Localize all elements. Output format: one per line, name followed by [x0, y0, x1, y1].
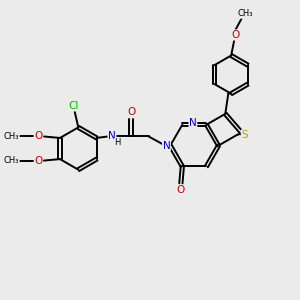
Text: CH₃: CH₃: [238, 9, 253, 18]
Text: Cl: Cl: [68, 100, 79, 111]
Text: O: O: [34, 131, 43, 142]
Text: O: O: [177, 185, 185, 195]
Text: O: O: [127, 107, 135, 117]
Text: S: S: [241, 130, 248, 140]
Text: N: N: [189, 118, 197, 128]
Text: O: O: [34, 156, 43, 166]
Text: CH₃: CH₃: [4, 132, 19, 141]
Text: N: N: [163, 141, 170, 151]
Text: O: O: [232, 30, 240, 40]
Text: CH₃: CH₃: [4, 156, 19, 165]
Text: N: N: [108, 131, 116, 142]
Text: H: H: [114, 138, 120, 147]
